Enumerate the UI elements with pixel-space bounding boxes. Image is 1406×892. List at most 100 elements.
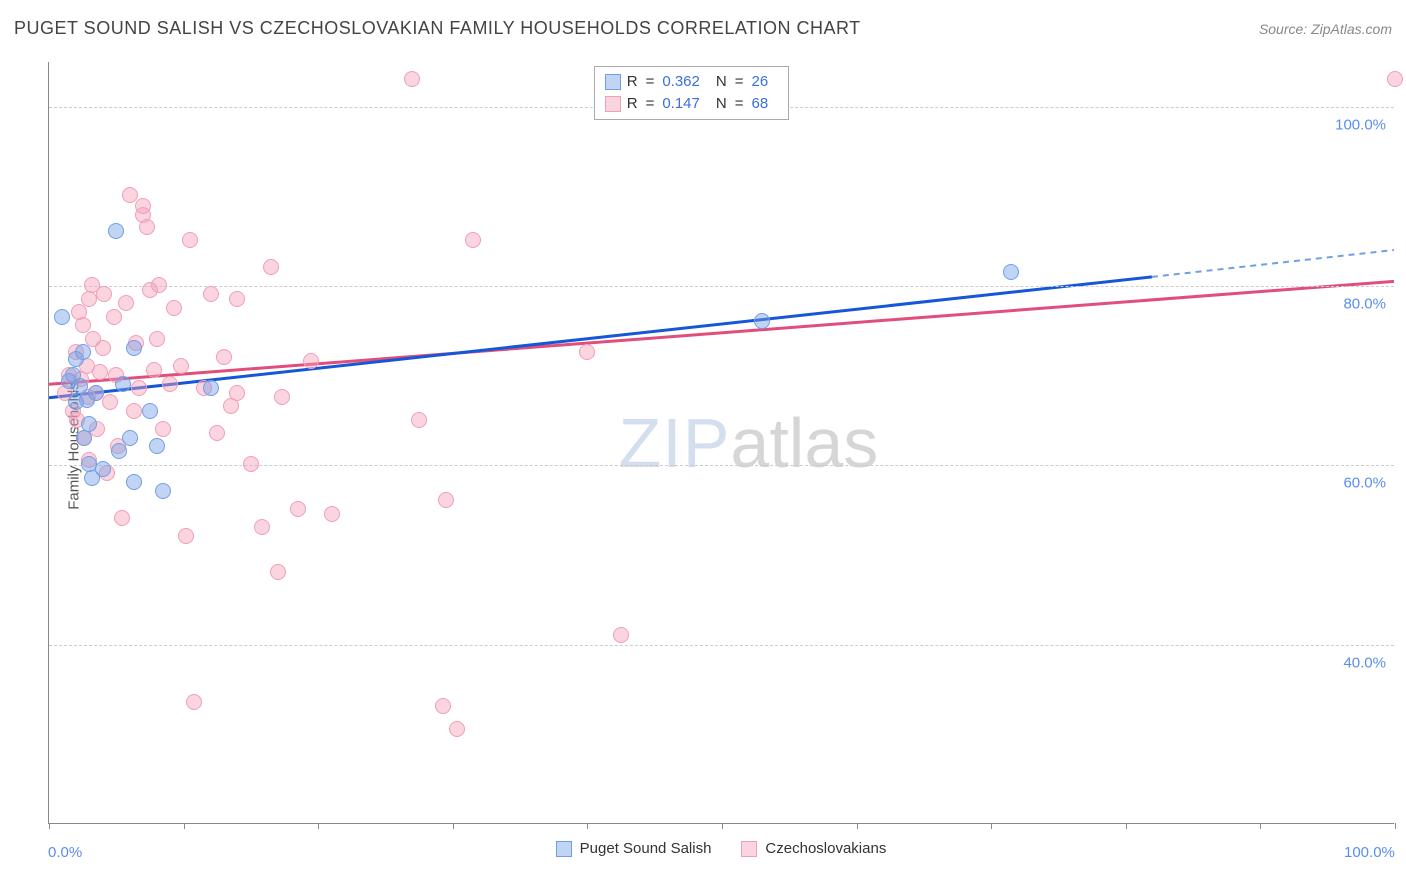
point-series-b: [118, 295, 134, 311]
point-series-a: [149, 438, 165, 454]
point-series-b: [96, 286, 112, 302]
x-tick-label-left: 0.0%: [48, 844, 82, 861]
legend-swatch: [556, 841, 572, 857]
point-series-a: [81, 416, 97, 432]
x-tick: [991, 823, 992, 829]
point-series-b: [290, 501, 306, 517]
point-series-a: [115, 376, 131, 392]
point-series-b: [102, 394, 118, 410]
point-series-b: [229, 385, 245, 401]
legend-swatch: [741, 841, 757, 857]
legend-label: Puget Sound Salish: [580, 840, 712, 857]
point-series-b: [254, 519, 270, 535]
legend-label: Czechoslovakians: [765, 840, 886, 857]
source-prefix: Source:: [1259, 21, 1311, 37]
point-series-b: [122, 187, 138, 203]
point-series-b: [465, 232, 481, 248]
x-tick: [49, 823, 50, 829]
point-series-b: [186, 694, 202, 710]
point-series-b: [178, 528, 194, 544]
legend-swatch: [605, 96, 621, 112]
point-series-b: [81, 291, 97, 307]
point-series-b: [216, 349, 232, 365]
point-series-b: [114, 510, 130, 526]
point-series-a: [111, 443, 127, 459]
legend-item: Puget Sound Salish: [556, 840, 712, 857]
watermark: ZIPatlas: [619, 403, 879, 483]
point-series-b: [449, 721, 465, 737]
point-series-b: [243, 456, 259, 472]
watermark-zip: ZIP: [619, 404, 731, 482]
point-series-b: [579, 344, 595, 360]
y-tick-label: 100.0%: [1335, 116, 1386, 133]
point-series-a: [122, 430, 138, 446]
point-series-b: [135, 198, 151, 214]
point-series-a: [126, 340, 142, 356]
point-series-b: [438, 492, 454, 508]
x-tick: [184, 823, 185, 829]
x-tick: [1126, 823, 1127, 829]
point-series-b: [139, 219, 155, 235]
point-series-b: [92, 364, 108, 380]
x-tick-label-right: 100.0%: [1344, 844, 1395, 861]
trendlines-layer: [49, 62, 1394, 823]
point-series-a: [108, 223, 124, 239]
point-series-b: [162, 376, 178, 392]
point-series-b: [149, 331, 165, 347]
y-tick-label: 80.0%: [1343, 296, 1386, 313]
point-series-b: [229, 291, 245, 307]
point-series-a: [155, 483, 171, 499]
point-series-b: [270, 564, 286, 580]
point-series-b: [1387, 71, 1403, 87]
point-series-b: [209, 425, 225, 441]
x-tick: [453, 823, 454, 829]
source-name: ZipAtlas.com: [1311, 21, 1392, 37]
point-series-b: [126, 403, 142, 419]
chart-title: PUGET SOUND SALISH VS CZECHOSLOVAKIAN FA…: [14, 18, 861, 39]
point-series-b: [106, 309, 122, 325]
x-tick: [857, 823, 858, 829]
gridline: [49, 645, 1394, 646]
point-series-b: [182, 232, 198, 248]
point-series-b: [263, 259, 279, 275]
point-series-b: [75, 317, 91, 333]
point-series-a: [1003, 264, 1019, 280]
point-series-a: [75, 344, 91, 360]
point-series-b: [203, 286, 219, 302]
point-series-b: [404, 71, 420, 87]
watermark-atlas: atlas: [730, 404, 878, 482]
x-tick: [722, 823, 723, 829]
point-series-b: [95, 340, 111, 356]
point-series-b: [166, 300, 182, 316]
point-series-b: [303, 353, 319, 369]
y-tick-label: 60.0%: [1343, 475, 1386, 492]
point-series-a: [203, 380, 219, 396]
point-series-b: [613, 627, 629, 643]
point-series-b: [146, 362, 162, 378]
legend: Puget Sound Salish Czechoslovakians: [48, 840, 1394, 857]
scatter-plot: ZIPatlas 40.0%60.0%80.0%100.0%R=0.362N=2…: [48, 62, 1394, 824]
point-series-b: [173, 358, 189, 374]
point-series-a: [142, 403, 158, 419]
point-series-a: [54, 309, 70, 325]
point-series-a: [754, 313, 770, 329]
x-tick: [587, 823, 588, 829]
point-series-a: [95, 461, 111, 477]
legend-item: Czechoslovakians: [741, 840, 886, 857]
point-series-a: [126, 474, 142, 490]
gridline: [49, 286, 1394, 287]
point-series-a: [88, 385, 104, 401]
stats-row: R=0.362N=26: [605, 71, 778, 93]
point-series-b: [411, 412, 427, 428]
point-series-b: [324, 506, 340, 522]
stats-box: R=0.362N=26R=0.147N=68: [594, 66, 789, 120]
point-series-b: [274, 389, 290, 405]
point-series-b: [151, 277, 167, 293]
point-series-b: [435, 698, 451, 714]
source-label: Source: ZipAtlas.com: [1259, 21, 1392, 39]
point-series-b: [155, 421, 171, 437]
legend-swatch: [605, 74, 621, 90]
point-series-b: [131, 380, 147, 396]
stats-row: R=0.147N=68: [605, 93, 778, 115]
x-tick: [1395, 823, 1396, 829]
